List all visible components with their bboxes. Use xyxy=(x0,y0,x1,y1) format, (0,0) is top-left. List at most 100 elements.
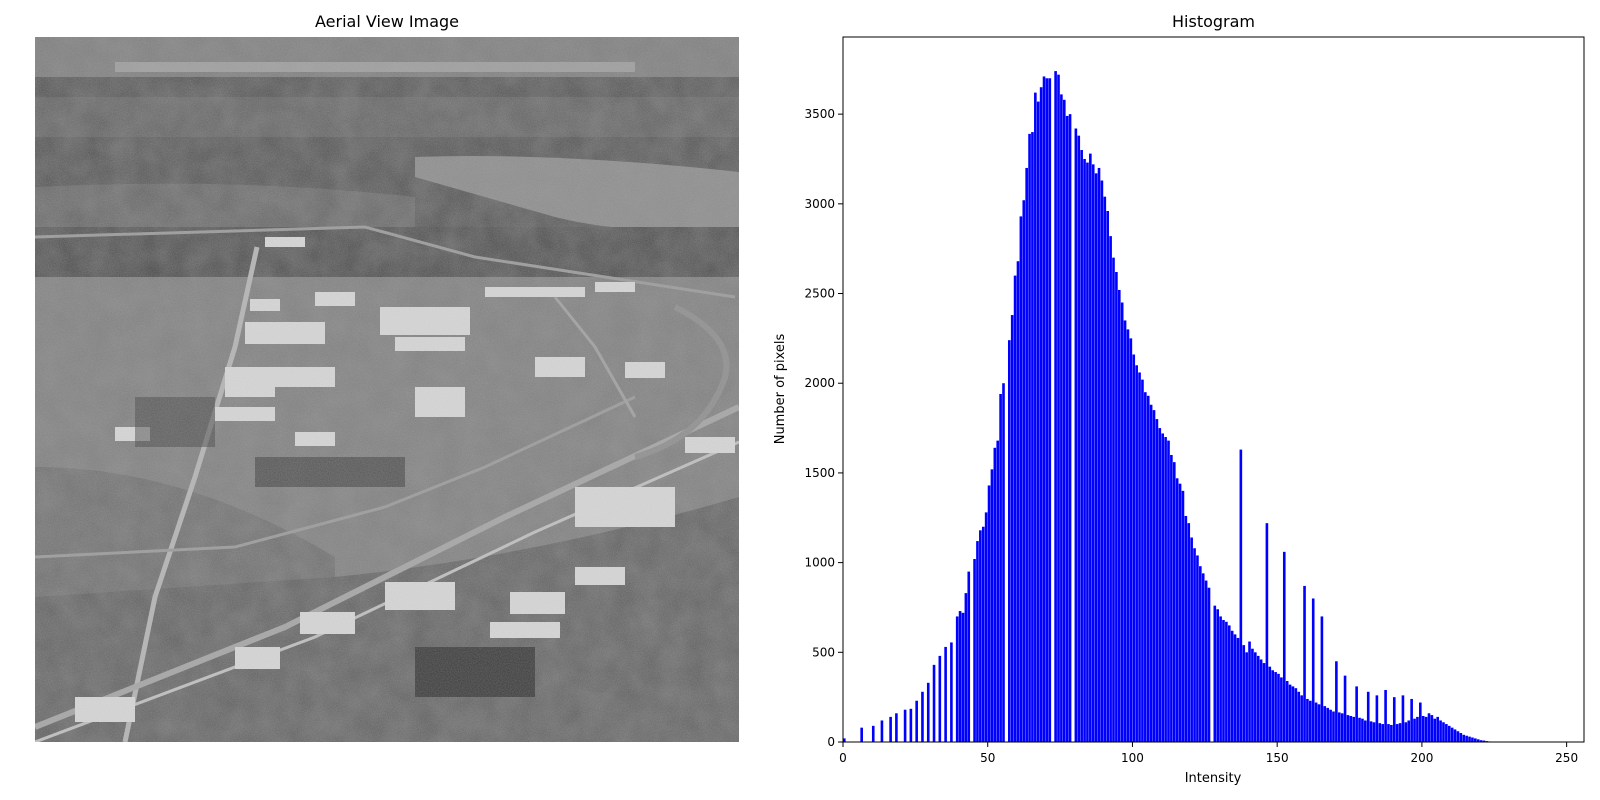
histogram-bar xyxy=(1317,704,1321,742)
histogram-bar xyxy=(1178,483,1182,742)
histogram-bar xyxy=(1309,700,1312,742)
histogram-bar xyxy=(921,691,924,742)
histogram-bar xyxy=(1080,150,1083,742)
histogram-bar xyxy=(1196,555,1199,742)
histogram-bar xyxy=(871,725,875,742)
histogram-bar xyxy=(1262,663,1266,742)
histogram-bar xyxy=(1083,158,1086,743)
aerial-view-image xyxy=(35,37,739,742)
histogram-bar xyxy=(1390,724,1393,742)
x-tick-label: 50 xyxy=(980,751,995,765)
histogram-bar xyxy=(1349,715,1353,742)
histogram-bar xyxy=(1135,365,1138,742)
histogram-bar xyxy=(1097,167,1101,742)
histogram-bar xyxy=(1358,717,1361,742)
histogram-bar xyxy=(1042,76,1046,743)
histogram-bar xyxy=(1144,392,1147,742)
histogram-bar xyxy=(1016,261,1020,742)
histogram-bar xyxy=(926,682,930,742)
histogram-bar xyxy=(1170,454,1173,742)
histogram-bar xyxy=(1193,548,1196,742)
histogram-bar xyxy=(1268,666,1272,742)
histogram-bar xyxy=(1436,716,1439,742)
histogram-bar xyxy=(1352,716,1356,742)
histogram-bar xyxy=(1332,711,1335,742)
histogram-bar xyxy=(1482,740,1486,742)
y-tick-label: 0 xyxy=(827,735,835,749)
histogram-bar xyxy=(1123,320,1127,742)
histogram-bar xyxy=(1259,659,1263,742)
histogram-bar xyxy=(1474,738,1477,742)
histogram-bar xyxy=(1002,383,1005,742)
histogram-bar xyxy=(1199,566,1202,742)
histogram-bar xyxy=(880,720,884,742)
histogram-bar xyxy=(1225,621,1228,742)
image-title: Aerial View Image xyxy=(314,12,460,31)
histogram-bar xyxy=(990,469,994,742)
histogram-bar xyxy=(1456,731,1460,742)
histogram-bar xyxy=(1068,114,1072,742)
histogram-bar xyxy=(1384,689,1387,742)
histogram-bar xyxy=(955,616,959,742)
x-tick-label: 150 xyxy=(1266,751,1289,765)
histogram-bar xyxy=(1245,652,1248,742)
histogram-bar xyxy=(1167,440,1170,742)
histogram-bar xyxy=(889,716,892,742)
histogram-bar xyxy=(1442,722,1445,742)
y-axis-ticks: 0 500 1000 1500 2000 2500 3000 3500 xyxy=(804,107,843,749)
histogram-bar xyxy=(1138,372,1141,742)
histogram-bar xyxy=(1219,616,1222,742)
histogram-bar xyxy=(1355,686,1358,742)
histogram-bar xyxy=(1297,691,1301,742)
histogram-bar xyxy=(1141,379,1144,742)
histogram-bar xyxy=(1314,702,1318,742)
y-tick-label: 1000 xyxy=(804,556,835,570)
histogram-bar xyxy=(1256,655,1260,742)
histogram-bar xyxy=(1057,74,1060,743)
histogram-bar xyxy=(1303,585,1306,742)
histogram-bar xyxy=(1204,580,1208,742)
histogram-bar xyxy=(1387,724,1390,742)
histogram-bar xyxy=(1132,354,1136,742)
histogram-bar xyxy=(843,738,846,742)
plot-frame xyxy=(842,36,1585,743)
y-tick-label: 2000 xyxy=(804,376,835,390)
histogram-bar xyxy=(1375,695,1379,742)
histogram-bar xyxy=(1468,736,1471,742)
histogram-bar xyxy=(1031,132,1034,742)
histogram-bar xyxy=(1274,672,1277,742)
histogram-bar xyxy=(999,393,1002,742)
histogram-bar xyxy=(1285,681,1289,742)
histogram-bar xyxy=(860,727,863,742)
histogram-bar xyxy=(1410,698,1413,742)
x-tick-label: 200 xyxy=(1410,751,1433,765)
y-tick-label: 500 xyxy=(812,645,835,659)
histogram-bar xyxy=(1476,739,1480,742)
histogram-bar xyxy=(1271,670,1274,742)
histogram-bar xyxy=(1236,637,1240,742)
histogram-bars xyxy=(843,71,1497,743)
histogram-bar xyxy=(1462,734,1466,742)
histogram-bar xyxy=(1445,724,1448,742)
histogram-bar xyxy=(1146,395,1150,742)
histogram-bar xyxy=(1115,272,1118,742)
histogram-bar xyxy=(958,611,962,742)
histogram-bar xyxy=(1280,677,1283,742)
histogram-bar xyxy=(1369,721,1373,742)
histogram-bar xyxy=(950,642,953,742)
histogram-bar xyxy=(1100,180,1104,742)
histogram-bar xyxy=(1152,410,1156,742)
histogram-bar xyxy=(981,526,985,742)
histogram-bar xyxy=(1288,684,1292,742)
histogram-bar xyxy=(1381,724,1384,742)
histogram-bar xyxy=(1089,153,1092,743)
histogram-bar xyxy=(1184,515,1188,742)
histogram-bar xyxy=(1251,648,1254,742)
histogram-bar xyxy=(1282,551,1286,742)
histogram-bar xyxy=(1112,257,1115,742)
histogram-bar xyxy=(1045,78,1049,742)
histogram-bar xyxy=(1239,449,1243,742)
histogram-bar xyxy=(1065,115,1069,743)
histogram-bar xyxy=(973,559,976,742)
y-tick-label: 3500 xyxy=(804,107,835,121)
